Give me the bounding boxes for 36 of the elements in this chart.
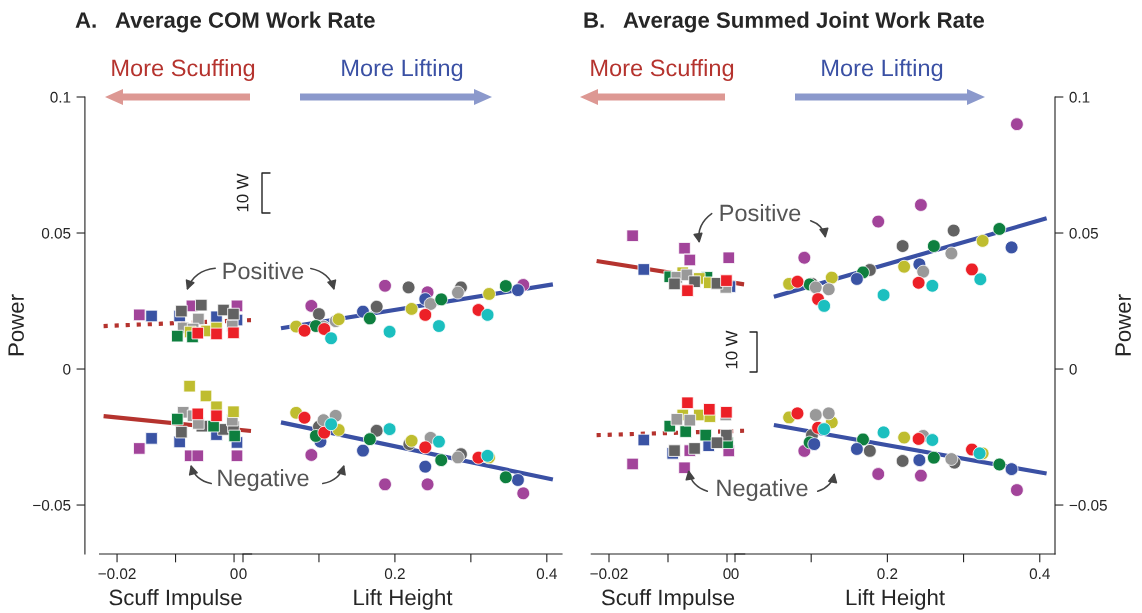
y-tick-label: 0 [1069,363,1077,375]
chart-title: A. Average COM Work Rate [75,11,375,33]
annotation: 10 W [236,173,249,212]
y-tick-label: 0 [63,363,71,375]
chart-title: B. Average Summed Joint Work Rate [584,11,984,33]
annotation: Negative [717,479,808,502]
x-tick-label: 0 [723,568,731,580]
x-axis-title: Scuff Impulse [109,589,242,610]
y-tick-label: 0.05 [1069,227,1098,239]
y-axis-title: Power [1115,294,1131,356]
x-tick-label: −0.02 [98,568,136,580]
annotation: 10 W [725,330,738,369]
x-tick-label: 0.2 [384,568,405,580]
y-tick-label: −0.05 [1069,499,1107,511]
text: More Lifting [342,59,463,81]
x-tick-label: 0 [239,568,247,580]
annotation: Negative [218,468,309,492]
x-tick-label: 0.2 [877,568,898,580]
x-tick-label: 0 [230,568,238,580]
x-tick-label: 0 [731,568,739,580]
x-axis-title: Lift Height [846,589,945,610]
x-axis-title: Scuff Impulse [601,589,735,610]
y-tick-label: 0.05 [41,227,71,239]
y-tick-label: −0.05 [33,499,71,511]
y-axis-title: Power [8,294,24,356]
x-tick-label: −0.02 [590,568,628,580]
annotation: Positive [720,204,801,222]
text: More Lifting [822,59,943,81]
y-tick-label: 0.1 [1069,91,1090,103]
x-tick-label: 0.4 [536,568,557,580]
y-tick-label: 0.1 [50,91,71,103]
x-axis-title: Lift Height [354,589,453,610]
text: More Scuffing [112,59,255,81]
annotation: Positive [223,262,304,280]
text: More Scuffing [591,59,734,81]
x-tick-label: 0.4 [1029,568,1050,580]
